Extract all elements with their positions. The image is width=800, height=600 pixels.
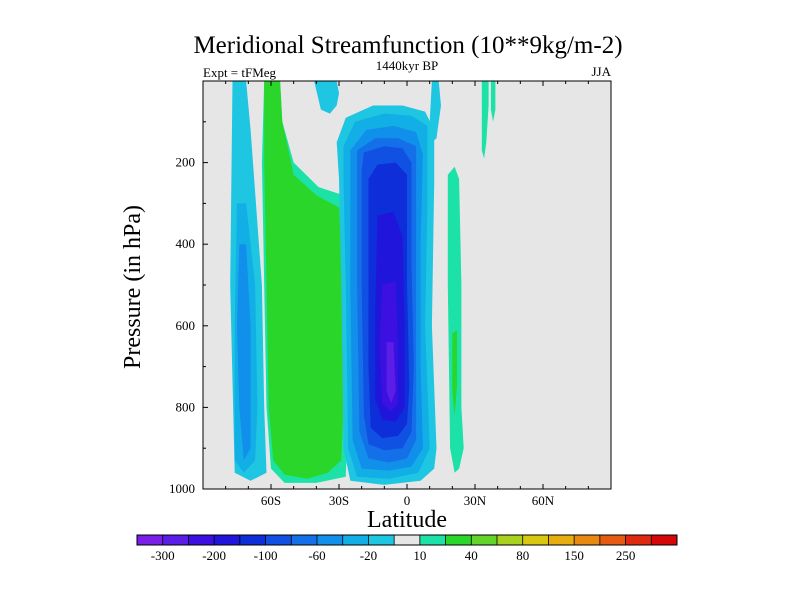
x-tick-label: 60N <box>532 493 555 508</box>
colorbar-label: -20 <box>360 548 377 563</box>
colorbar-swatch <box>419 535 446 545</box>
y-tick-label: 200 <box>176 155 196 170</box>
experiment-label: Expt = tFMeg <box>203 65 277 80</box>
nh-upper-cell-contour <box>429 81 441 143</box>
season-label: JJA <box>591 64 611 79</box>
colorbar-label: 40 <box>465 548 478 563</box>
colorbar-swatch <box>625 535 652 545</box>
colorbar-swatch <box>317 535 344 545</box>
x-tick-label: 30N <box>464 493 487 508</box>
colorbar-swatch <box>651 535 678 545</box>
sh-polar-cell-contour <box>237 244 251 461</box>
colorbar-swatch <box>394 535 421 545</box>
colorbar-swatch <box>471 535 498 545</box>
x-tick-label: 0 <box>404 493 411 508</box>
colorbar-swatch <box>137 535 164 545</box>
plot-area <box>202 80 612 490</box>
x-tick-label: 30S <box>329 493 349 508</box>
y-tick-label: 1000 <box>169 481 195 496</box>
colorbar-swatch <box>445 535 472 545</box>
sh-upper-cell-contour <box>314 81 339 114</box>
nh-ferrel-cell-contour <box>452 329 457 416</box>
colorbar-swatch <box>522 535 549 545</box>
colorbar-label: -60 <box>308 548 325 563</box>
colorbar-swatch <box>214 535 241 545</box>
colorbar-swatch <box>368 535 395 545</box>
colorbar-swatch <box>342 535 369 545</box>
colorbar-swatch <box>265 535 292 545</box>
hadley-cell-contour <box>386 342 396 404</box>
y-tick-label: 600 <box>176 318 196 333</box>
time-label: 1440kyr BP <box>376 58 438 73</box>
colorbar-swatch <box>497 535 524 545</box>
colorbar-label: 150 <box>564 548 584 563</box>
colorbar-swatch <box>162 535 189 545</box>
colorbar: -300 -200 -100 -60 -20 10 40 80 150 250 <box>136 534 678 563</box>
colorbar-label: -100 <box>254 548 278 563</box>
y-tick-label: 400 <box>176 236 196 251</box>
y-axis-label: Pressure (in hPa) <box>120 205 146 369</box>
colorbar-label: 80 <box>516 548 529 563</box>
colorbar-label: -300 <box>151 548 175 563</box>
colorbar-swatch <box>548 535 575 545</box>
colorbar-frame <box>136 534 678 546</box>
y-axis-ticks: 200 400 600 800 1000 <box>169 121 208 496</box>
colorbar-swatch <box>291 535 318 545</box>
nh-upper-cell-contour <box>490 81 496 122</box>
colorbar-swatch <box>239 535 266 545</box>
x-tick-label: 60S <box>261 493 281 508</box>
colorbar-label: -200 <box>202 548 226 563</box>
colorbar-swatch <box>574 535 601 545</box>
chart-title: Meridional Streamfunction (10**9kg/m-2) <box>193 32 622 59</box>
colorbar-swatch <box>188 535 215 545</box>
nh-upper-cell-contour <box>481 81 489 159</box>
x-axis-ticks: 60S 30S 0 30N 60N <box>225 81 589 508</box>
ferrel-cell-contour <box>264 81 344 479</box>
colorbar-label: 250 <box>616 548 636 563</box>
colorbar-swatch <box>599 535 626 545</box>
x-axis-label: Latitude <box>367 507 447 533</box>
y-tick-label: 800 <box>176 399 196 414</box>
colorbar-label: 10 <box>413 548 426 563</box>
nh-ferrel-cell-contour <box>447 166 464 473</box>
